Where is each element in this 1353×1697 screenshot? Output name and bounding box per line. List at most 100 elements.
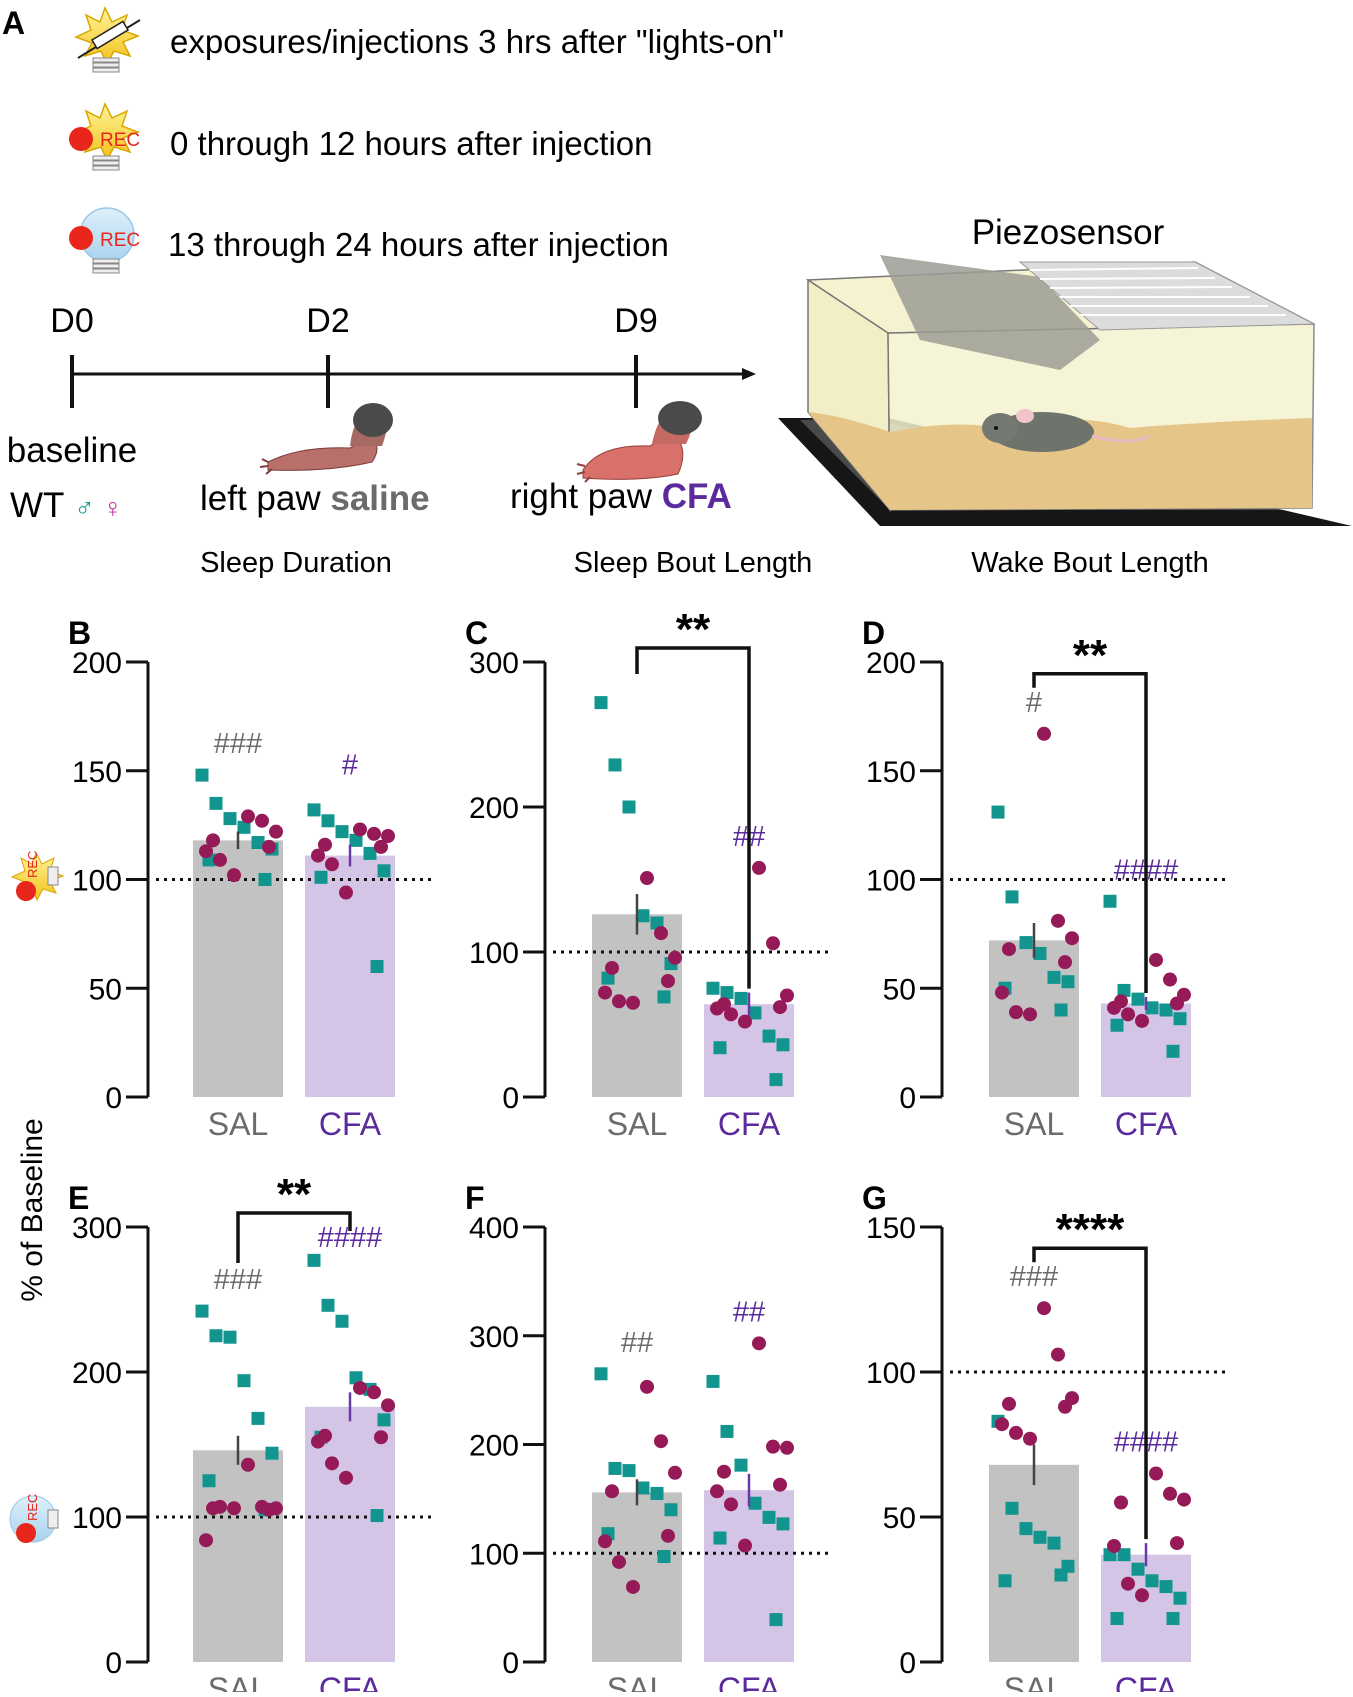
data-point-female: [374, 839, 388, 854]
data-point-male: [622, 800, 636, 814]
cfa-label: right paw CFA: [510, 477, 732, 516]
data-point-female: [353, 1380, 367, 1395]
data-point-male: [1117, 1548, 1131, 1562]
data-point-female: [766, 1439, 780, 1454]
data-point-male: [769, 1613, 783, 1627]
data-point-male: [1145, 1001, 1159, 1015]
rec-badge: REC: [100, 130, 140, 151]
data-point-male: [237, 1374, 251, 1388]
data-point-female: [995, 1417, 1009, 1432]
data-point-male: [307, 1253, 321, 1267]
data-point-male: [706, 981, 720, 995]
data-point-male: [622, 1464, 636, 1478]
hash-annotation: ###: [1010, 1261, 1058, 1293]
y-tick-label: 200: [469, 1430, 519, 1463]
data-point-male: [1145, 1574, 1159, 1588]
data-point-female: [717, 1464, 731, 1479]
wt-label: WT ♂ ♀: [10, 486, 123, 525]
apparatus-title: Piezosensor: [972, 213, 1165, 252]
data-point-female: [1065, 931, 1079, 946]
data-point-female: [1121, 1576, 1135, 1591]
y-tick-label: 150: [72, 756, 122, 789]
data-point-female: [995, 985, 1009, 1000]
data-point-male: [1033, 946, 1047, 960]
data-point-female: [598, 985, 612, 1000]
y-tick-label: 200: [866, 647, 916, 680]
data-point-male: [998, 1574, 1012, 1588]
comparison-bracket: [635, 646, 751, 989]
data-point-male: [223, 812, 237, 826]
y-axis-title: % of Baseline: [16, 1118, 49, 1301]
data-point-male: [1005, 890, 1019, 904]
data-point-male: [776, 1038, 790, 1052]
data-point-male: [720, 986, 734, 1000]
data-point-male: [363, 846, 377, 860]
x-category-label: CFA: [1115, 1106, 1178, 1142]
data-point-male: [349, 833, 363, 847]
data-point-female: [255, 813, 269, 828]
data-point-female: [199, 1533, 213, 1548]
y-tick-label: 100: [72, 1502, 122, 1535]
data-point-female: [773, 1000, 787, 1015]
data-point-female: [780, 988, 794, 1003]
data-point-male: [1033, 1530, 1047, 1544]
data-point-female: [1170, 996, 1184, 1011]
hash-annotation: #: [1026, 687, 1042, 719]
x-category-label: SAL: [607, 1671, 667, 1692]
significance-stars: ****: [1056, 1205, 1125, 1254]
y-tick-label: 0: [105, 1082, 122, 1115]
x-category-label: CFA: [718, 1106, 781, 1142]
significance-stars: **: [1073, 631, 1108, 680]
data-point-female: [353, 822, 367, 837]
data-point-female: [724, 1007, 738, 1022]
data-point-female: [311, 848, 325, 863]
data-point-female: [367, 1385, 381, 1400]
bar-cfa: [704, 1490, 794, 1662]
data-point-female: [1149, 1466, 1163, 1481]
y-tick-label: 50: [89, 973, 122, 1006]
data-point-female: [1009, 1425, 1023, 1440]
bar-cfa: [305, 1406, 395, 1662]
day-label-d9: D9: [614, 302, 657, 340]
timeline: D0 D2 D9: [50, 302, 756, 408]
data-point-male: [195, 1304, 209, 1318]
column-title-sleep-bout-length: Sleep Bout Length: [574, 547, 813, 579]
data-point-female: [381, 829, 395, 843]
data-point-female: [1002, 1396, 1016, 1411]
data-point-male: [1110, 1612, 1124, 1625]
x-category-label: CFA: [319, 1106, 382, 1142]
comparison-bracket: [1032, 1246, 1148, 1540]
data-point-male: [209, 796, 223, 810]
right-paw-illustration: [576, 401, 702, 483]
data-point-female: [1051, 913, 1065, 928]
bar-cfa: [1101, 1554, 1191, 1662]
y-tick-label: 100: [72, 865, 122, 898]
panel-letter-a: A: [2, 5, 25, 41]
y-tick-label: 100: [866, 865, 916, 898]
data-point-male: [237, 820, 251, 834]
rec-badge: REC: [100, 230, 140, 251]
data-point-female: [1107, 1000, 1121, 1015]
data-point-female: [605, 1484, 619, 1499]
y-tick-label: 0: [899, 1647, 916, 1680]
column-title-sleep-duration: Sleep Duration: [200, 547, 392, 579]
panel-letter: E: [68, 1180, 89, 1216]
y-tick-label: 50: [883, 1502, 916, 1535]
data-point-male: [1019, 1522, 1033, 1536]
data-point-female: [199, 844, 213, 859]
baseline-label: baseline: [7, 431, 137, 470]
data-point-male: [636, 1481, 650, 1495]
data-point-female: [213, 1499, 227, 1514]
syringe-lightbulb-icon: [74, 6, 141, 73]
data-point-female: [1009, 1005, 1023, 1020]
data-point-male: [594, 1367, 608, 1381]
data-point-female: [654, 926, 668, 941]
data-point-female: [668, 1465, 682, 1480]
data-point-female: [724, 1497, 738, 1512]
data-point-male: [209, 1329, 223, 1343]
data-point-male: [608, 1461, 622, 1475]
data-point-male: [1166, 1612, 1180, 1625]
y-tick-label: 0: [899, 1082, 916, 1115]
